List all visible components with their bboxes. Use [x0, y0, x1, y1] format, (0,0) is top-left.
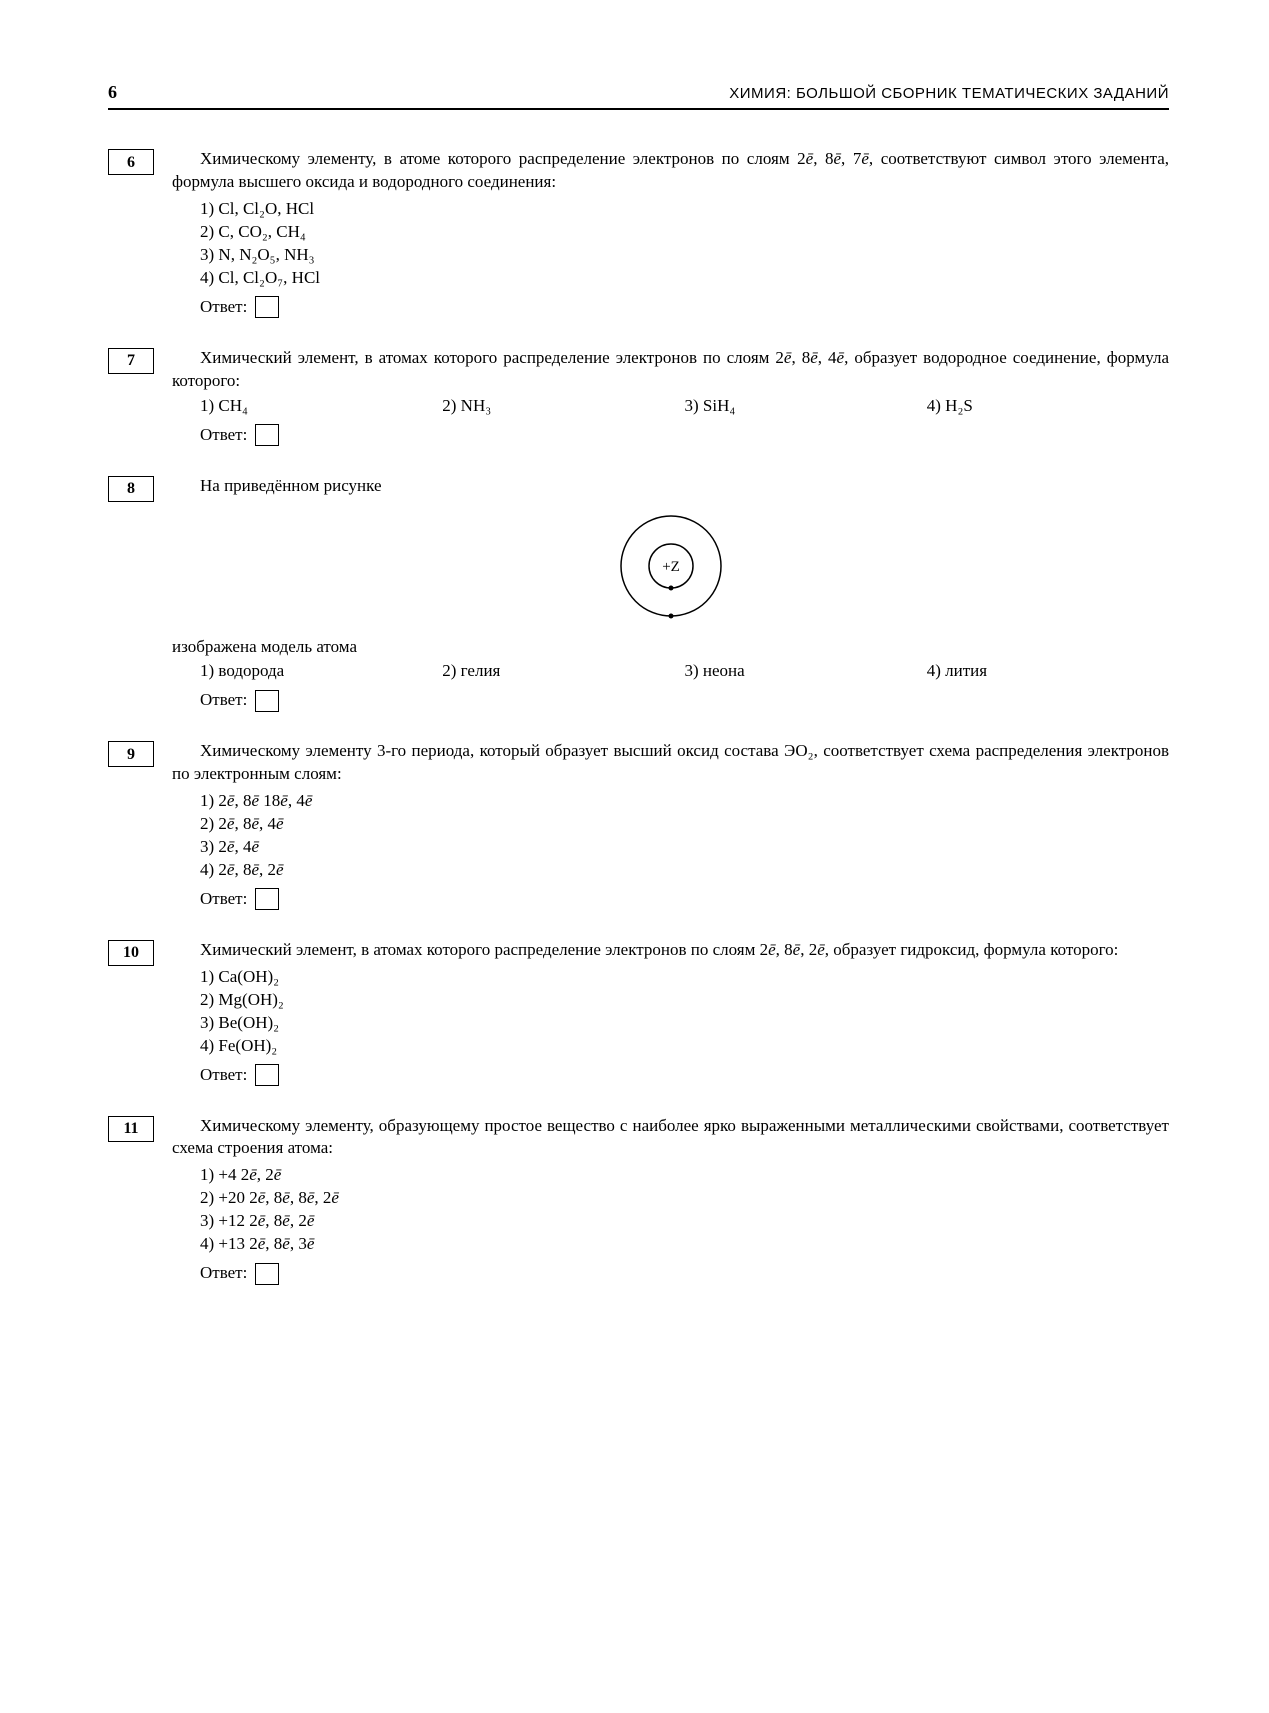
option-4: 4) Cl, Cl₂O₇, HCl [200, 267, 1169, 290]
option-4: 4) Fe(OH)₂ [200, 1035, 1169, 1058]
options-row: 1) CH₄ 2) NH₃ 3) SiH₄ 4) H₂S [200, 395, 1169, 418]
task-stem-post: изображена модель атома [172, 636, 1169, 659]
option-4: 4) 2ē, 8ē, 2ē [200, 859, 1169, 882]
answer-row: Ответ: [200, 689, 1169, 712]
atom-svg-icon: +Z [611, 506, 731, 626]
atom-diagram: +Z [172, 506, 1169, 626]
option-1: 1) +4 2ē, 2ē [200, 1164, 1169, 1187]
option-2: 2) 2ē, 8ē, 4ē [200, 813, 1169, 836]
task-stem-pre: На приведённом рисунке [172, 475, 1169, 498]
answer-input-box[interactable] [255, 1064, 279, 1086]
options-block: 1) +4 2ē, 2ē 2) +20 2ē, 8ē, 8ē, 2ē 3) +1… [200, 1164, 1169, 1256]
task-number-box: 9 [108, 741, 154, 767]
option-1: 1) Cl, Cl₂O, HCl [200, 198, 1169, 221]
option-2: 2) Mg(OH)₂ [200, 989, 1169, 1012]
task-number-box: 7 [108, 348, 154, 374]
option-4: 4) лития [927, 660, 1169, 683]
task-number-box: 10 [108, 940, 154, 966]
option-4: 4) +13 2ē, 8ē, 3ē [200, 1233, 1169, 1256]
task-stem: Химическому элементу, образующему просто… [172, 1115, 1169, 1161]
option-1: 1) Ca(OH)₂ [200, 966, 1169, 989]
options-block: 1) 2ē, 8ē 18ē, 4ē 2) 2ē, 8ē, 4ē 3) 2ē, 4… [200, 790, 1169, 882]
task-number-box: 6 [108, 149, 154, 175]
task-body: Химический элемент, в атомах которого ра… [172, 939, 1169, 1087]
task-7: 7 Химический элемент, в атомах которого … [108, 347, 1169, 447]
answer-input-box[interactable] [255, 690, 279, 712]
option-4: 4) H₂S [927, 395, 1169, 418]
task-body: Химическому элементу 3-го периода, котор… [172, 740, 1169, 911]
task-body: Химический элемент, в атомах которого ра… [172, 347, 1169, 447]
task-number-box: 11 [108, 1116, 154, 1142]
task-11: 11 Химическому элементу, образующему про… [108, 1115, 1169, 1286]
option-2: 2) +20 2ē, 8ē, 8ē, 2ē [200, 1187, 1169, 1210]
answer-label: Ответ: [200, 296, 247, 319]
answer-label: Ответ: [200, 1262, 247, 1285]
answer-input-box[interactable] [255, 1263, 279, 1285]
answer-label: Ответ: [200, 1064, 247, 1087]
answer-row: Ответ: [200, 888, 1169, 911]
option-1: 1) CH₄ [200, 395, 442, 418]
answer-row: Ответ: [200, 1064, 1169, 1087]
option-3: 3) SiH₄ [685, 395, 927, 418]
answer-input-box[interactable] [255, 888, 279, 910]
answer-label: Ответ: [200, 424, 247, 447]
answer-input-box[interactable] [255, 424, 279, 446]
answer-row: Ответ: [200, 1262, 1169, 1285]
task-body: На приведённом рисунке +Z изображена мод… [172, 475, 1169, 713]
option-3: 3) Be(OH)₂ [200, 1012, 1169, 1035]
option-3: 3) +12 2ē, 8ē, 2ē [200, 1210, 1169, 1233]
page-header: 6 ХИМИЯ: БОЛЬШОЙ СБОРНИК ТЕМАТИЧЕСКИХ ЗА… [108, 80, 1169, 110]
task-8: 8 На приведённом рисунке +Z изображена м… [108, 475, 1169, 713]
options-row: 1) водорода 2) гелия 3) неона 4) лития [200, 660, 1169, 683]
answer-row: Ответ: [200, 424, 1169, 447]
answer-row: Ответ: [200, 296, 1169, 319]
task-body: Химическому элементу, в атоме которого р… [172, 148, 1169, 319]
task-10: 10 Химический элемент, в атомах которого… [108, 939, 1169, 1087]
option-1: 1) водорода [200, 660, 442, 683]
task-body: Химическому элементу, образующему просто… [172, 1115, 1169, 1286]
running-title: ХИМИЯ: БОЛЬШОЙ СБОРНИК ТЕМАТИЧЕСКИХ ЗАДА… [729, 84, 1169, 104]
option-2: 2) C, CO₂, CH₄ [200, 221, 1169, 244]
options-block: 1) Ca(OH)₂ 2) Mg(OH)₂ 3) Be(OH)₂ 4) Fe(O… [200, 966, 1169, 1058]
page: 6 ХИМИЯ: БОЛЬШОЙ СБОРНИК ТЕМАТИЧЕСКИХ ЗА… [0, 0, 1269, 1713]
option-3: 3) неона [685, 660, 927, 683]
option-3: 3) 2ē, 4ē [200, 836, 1169, 859]
task-stem: Химическому элементу 3-го периода, котор… [172, 740, 1169, 786]
answer-input-box[interactable] [255, 296, 279, 318]
answer-label: Ответ: [200, 888, 247, 911]
page-number: 6 [108, 80, 117, 104]
option-2: 2) NH₃ [442, 395, 684, 418]
option-2: 2) гелия [442, 660, 684, 683]
task-stem: Химический элемент, в атомах которого ра… [172, 347, 1169, 393]
task-stem: Химическому элементу, в атоме которого р… [172, 148, 1169, 194]
task-9: 9 Химическому элементу 3-го периода, кот… [108, 740, 1169, 911]
task-6: 6 Химическому элементу, в атоме которого… [108, 148, 1169, 319]
nucleus-label: +Z [662, 559, 680, 575]
task-number-box: 8 [108, 476, 154, 502]
answer-label: Ответ: [200, 689, 247, 712]
options-block: 1) Cl, Cl₂O, HCl 2) C, CO₂, CH₄ 3) N, N₂… [200, 198, 1169, 290]
task-stem: Химический элемент, в атомах которого ра… [172, 939, 1169, 962]
option-1: 1) 2ē, 8ē 18ē, 4ē [200, 790, 1169, 813]
option-3: 3) N, N₂O₅, NH₃ [200, 244, 1169, 267]
